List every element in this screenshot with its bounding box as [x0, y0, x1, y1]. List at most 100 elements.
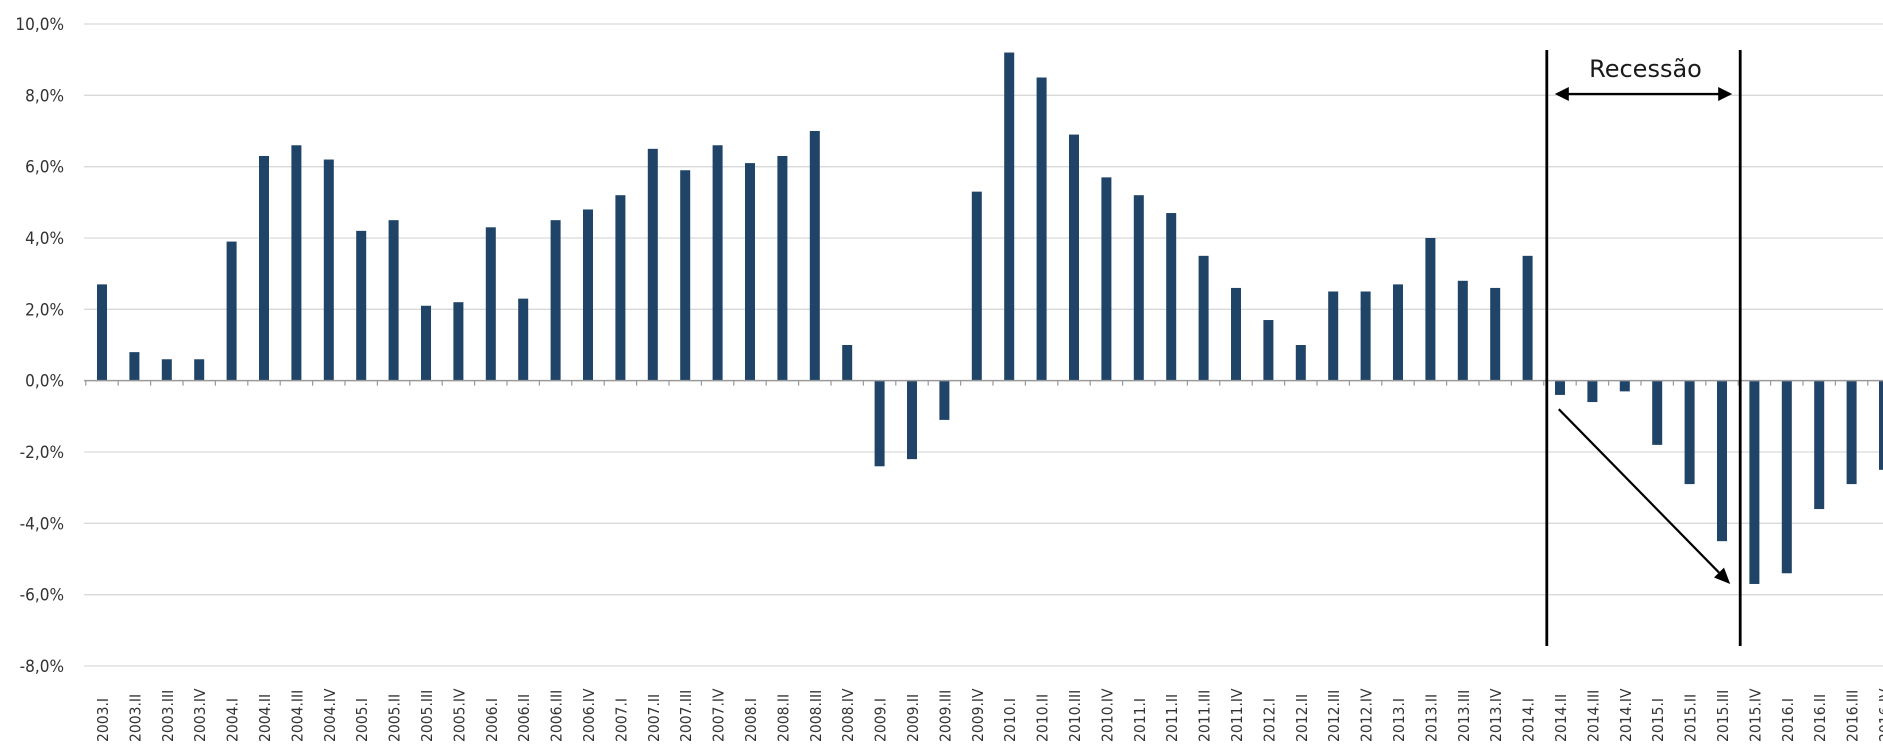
x-tick-label: 2010.III [1066, 690, 1084, 742]
x-tick-label: 2010.IV [1098, 688, 1116, 742]
bar-2011.II [1166, 213, 1177, 381]
x-tick-label: 2012.I [1260, 698, 1278, 742]
x-tick-label: 2006.III [548, 690, 566, 742]
bar-2016.II [1814, 380, 1825, 510]
x-tick-label: 2014.IV [1617, 688, 1635, 742]
bar-2006.I [485, 227, 496, 381]
x-tick-label: 2010.I [1001, 698, 1019, 742]
bar-2007.I [615, 195, 626, 381]
bar-2009.II [907, 380, 917, 460]
decline-arrow-head [1713, 567, 1731, 584]
y-tick-label: 4,0% [25, 229, 64, 249]
x-tick-label: 2011.III [1196, 690, 1214, 742]
x-tick-label: 2009.IV [969, 688, 987, 742]
y-tick-label: 10,0% [15, 15, 64, 35]
bar-2013.III [1457, 280, 1468, 381]
y-gridlines [84, 23, 1883, 667]
x-tick-label: 2013.IV [1487, 688, 1505, 742]
x-tick-label: 2010.II [1034, 694, 1052, 742]
recession-label: Recessão [1589, 55, 1702, 83]
x-tick-label: 2014.III [1584, 690, 1602, 742]
x-tick-label: 2003.I [94, 698, 112, 742]
x-tick-label: 2012.III [1325, 690, 1343, 742]
x-tick-label: 2005.IV [450, 688, 468, 742]
x-tick-label: 2008.IV [839, 688, 857, 742]
bar-2004.III [291, 145, 302, 381]
bar-2008.III [809, 131, 820, 381]
bar-2011.III [1198, 255, 1209, 381]
x-tick-label: 2004.III [288, 690, 306, 742]
y-axis-labels: 10,0% 8,0% 6,0% 4,0% 2,0% 0,0% -2,0% -4,0% -6,0%… [15, 15, 64, 677]
bar-2016.III [1846, 380, 1857, 485]
y-tick-label: 8,0% [25, 86, 64, 106]
bar-2013.IV [1490, 287, 1501, 381]
x-tick-label: 2003.IV [191, 688, 209, 742]
bars [97, 52, 1883, 584]
x-tick-label: 2003.III [159, 690, 177, 742]
bar-2005.I [356, 230, 367, 381]
x-tick-label: 2013.III [1455, 690, 1473, 742]
recession-annotation: Recessão [1545, 50, 1742, 646]
x-tick-label: 2015.III [1714, 690, 1732, 742]
x-tick-label: 2006.I [483, 698, 501, 742]
bar-2007.III [680, 170, 691, 381]
bar-2013.II [1425, 238, 1436, 381]
bar-2009.IV [971, 191, 982, 381]
bar-2009.I [874, 380, 885, 467]
x-axis: 2003.I 2003.II 2003.III 2003.IV 2004.I 2004.I… [84, 379, 1883, 742]
bar-2015.II [1684, 380, 1695, 485]
bar-2005.IV [453, 302, 464, 381]
arrow-head-left [1554, 87, 1569, 101]
x-tick-label: 2014.I [1520, 698, 1538, 742]
x-tick-label: 2007.I [612, 698, 630, 742]
x-tick-label: 2004.IV [321, 688, 339, 742]
y-tick-label: -2,0% [20, 443, 64, 463]
bar-2003.I [97, 284, 107, 381]
y-tick-label: 6,0% [25, 158, 64, 178]
bar-2011.I [1133, 195, 1144, 381]
bar-2012.IV [1360, 291, 1371, 381]
bar-2010.I [1004, 52, 1015, 381]
x-tick-label: 2008.II [774, 694, 792, 742]
bar-2012.II [1295, 345, 1306, 381]
x-tick-label: 2004.I [224, 698, 242, 742]
bar-2010.II [1036, 77, 1047, 381]
x-tick-label: 2016.III [1844, 690, 1862, 742]
x-tick-label: 2013.II [1422, 694, 1440, 742]
x-tick-label: 2015.II [1682, 694, 1700, 742]
x-tick-label: 2005.III [418, 690, 436, 742]
bar-2007.IV [712, 145, 723, 381]
bar-2008.IV [842, 345, 853, 381]
x-tick-label: 2016.II [1811, 694, 1829, 742]
bar-2004.I [226, 241, 237, 381]
y-tick-label: 2,0% [25, 300, 64, 320]
x-tick-label: 2009.I [872, 698, 890, 742]
x-tick-label: 2016.IV [1876, 688, 1883, 742]
bar-2016.IV [1879, 380, 1883, 470]
x-tick-label: 2007.IV [710, 688, 728, 742]
x-tick-label: 2008.I [742, 698, 760, 742]
x-tick-label: 2016.I [1779, 698, 1797, 742]
bar-2014.IV [1619, 380, 1630, 392]
y-tick-label: -6,0% [20, 586, 64, 606]
x-tick-label: 2009.III [936, 690, 954, 742]
x-tick-label: 2012.IV [1358, 688, 1376, 742]
bar-2016.I [1781, 380, 1792, 574]
bar-2003.II [129, 352, 140, 381]
x-tick-label: 2013.I [1390, 698, 1408, 742]
y-tick-label: 0,0% [25, 372, 64, 392]
x-tick-label: 2003.II [126, 694, 144, 742]
x-tick-label: 2011.IV [1228, 688, 1246, 742]
x-tick-label: 2004.II [256, 694, 274, 742]
bar-2013.I [1393, 284, 1403, 381]
bar-2015.I [1652, 380, 1663, 445]
x-tick-label: 2006.IV [580, 688, 598, 742]
bar-2004.II [259, 155, 269, 381]
x-tick-label: 2014.II [1552, 694, 1570, 742]
y-tick-label: -4,0% [20, 514, 64, 534]
bar-2012.III [1328, 291, 1339, 381]
bar-2008.I [745, 163, 755, 381]
bar-2015.IV [1749, 380, 1760, 584]
bar-2006.II [518, 298, 529, 381]
